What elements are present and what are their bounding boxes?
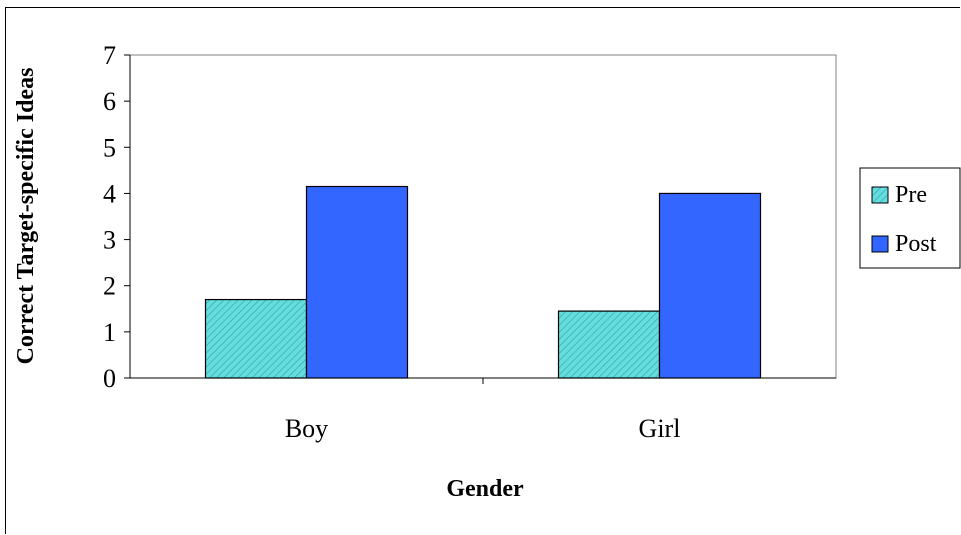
legend-box bbox=[859, 167, 961, 269]
y-tick-label: 4 bbox=[103, 179, 116, 208]
y-tick-label: 5 bbox=[103, 133, 116, 162]
y-axis-ticks: 0 1 2 3 4 5 6 7 bbox=[103, 41, 130, 393]
x-axis-title: Gender bbox=[446, 476, 524, 502]
x-tick-label-boy: Boy bbox=[285, 414, 328, 443]
bar-pre-girl bbox=[557, 310, 661, 379]
x-tick-label-girl: Girl bbox=[639, 414, 681, 443]
bar-post-boy bbox=[305, 185, 409, 379]
bars bbox=[204, 185, 762, 379]
y-tick-label: 7 bbox=[103, 41, 116, 70]
y-tick-label: 2 bbox=[103, 272, 116, 301]
chart-frame bbox=[5, 7, 960, 534]
legend-label-post: Post bbox=[895, 231, 937, 257]
y-axis-title: Correct Target-specific Ideas bbox=[13, 68, 39, 365]
y-tick-label: 3 bbox=[103, 226, 116, 255]
bar-pre-boy bbox=[204, 298, 308, 379]
legend-swatch-post bbox=[871, 235, 889, 253]
y-tick-label: 1 bbox=[103, 318, 116, 347]
legend-label-pre: Pre bbox=[895, 182, 927, 208]
y-tick-label: 0 bbox=[103, 364, 116, 393]
legend: Pre Post bbox=[859, 167, 961, 269]
y-tick-label: 6 bbox=[103, 87, 116, 116]
x-axis-tick-labels: Boy Girl bbox=[285, 378, 681, 443]
bar-post-girl bbox=[658, 192, 762, 379]
legend-swatch-pre bbox=[871, 186, 889, 204]
